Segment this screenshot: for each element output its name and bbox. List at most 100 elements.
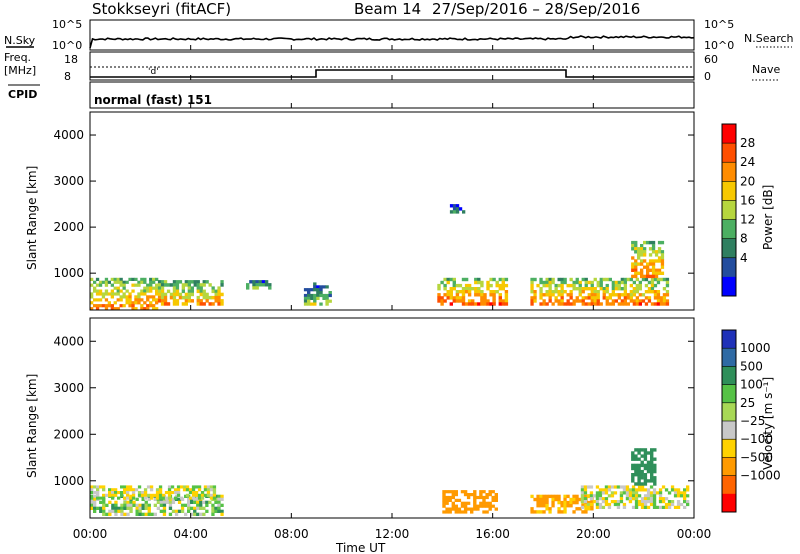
velocity-cell [634,457,638,461]
velocity-cell [196,506,200,510]
power-cell [455,299,460,303]
power-cell [464,290,469,294]
freq-label-line2: [MHz] [4,64,36,77]
power-cell [452,207,457,211]
velocity-cell [650,466,654,471]
velocity-cell [164,496,169,500]
velocity-cell [212,491,217,495]
velocity-cell [463,490,468,494]
power-cell [665,283,670,288]
velocity-cell [592,500,597,504]
power-cell [569,283,573,288]
power-cell [653,296,658,300]
velocity-cell [460,510,465,514]
velocity-cell [208,500,212,504]
power-cell [593,299,597,303]
velocity-cell [108,509,112,513]
power-cell [504,290,509,294]
velocity-cell [158,488,163,492]
velocity-cell [560,504,564,508]
power-cell [646,265,650,269]
power-cell [175,283,180,287]
velocity-cell [146,493,151,497]
velocity-cell [135,497,139,501]
velocity-cell [123,503,127,507]
power-cell [175,280,180,284]
velocity-cell [117,506,121,510]
velocity-cell [220,509,224,513]
velocity-cell [664,497,669,501]
velocity-cell [111,493,115,497]
power-cell [196,286,200,290]
velocity-cell [551,500,555,505]
velocity-colorbar-swatch [722,402,736,422]
velocity-cell [448,495,452,500]
power-cell [656,277,661,282]
velocity-cell [652,500,657,504]
power-cell [593,277,597,282]
velocity-cell [533,497,537,502]
velocity-cell [653,479,657,483]
velocity-cell [610,500,615,504]
power-cell [178,295,183,300]
power-cell [641,293,646,297]
power-cell [252,280,256,284]
power-cell [452,280,456,285]
power-cell [214,295,218,300]
velocity-cell [686,500,690,504]
velocity-cell [631,497,636,501]
power-cell [530,290,534,294]
power-cell [620,280,624,285]
velocity-cell [171,497,176,501]
power-cell [563,302,567,306]
power-cell [662,287,667,291]
power-cell [498,302,502,306]
power-colorbar-tick-label: 28 [740,136,755,150]
velocity-cell [637,500,642,504]
velocity-cell [670,500,675,504]
power-cell [175,289,180,294]
velocity-cell [90,494,94,498]
velocity-cell [548,494,552,499]
power-cell [169,295,174,300]
velocity-colorbar-tick-label: −1000 [740,469,781,483]
power-cell [644,296,649,300]
power-cell [325,293,329,298]
velocity-cell [149,488,154,492]
velocity-cell [658,505,663,509]
power-cell [93,280,97,284]
power-cell [660,271,665,275]
velocity-cell [575,507,579,511]
freq-annotation: 'd' [148,67,159,77]
power-cell [190,286,194,290]
power-cell [452,210,457,214]
power-cell [581,290,585,294]
power-patch [437,277,509,306]
velocity-colorbar-swatch [722,421,736,440]
power-cell [155,307,159,311]
velocity-cell [220,494,224,498]
power-cell [632,287,636,291]
velocity-cell [667,491,672,495]
velocity-cell [479,493,483,497]
velocity-cell [667,502,672,507]
power-cell [611,299,615,303]
power-cell [307,288,311,292]
velocity-cell [476,504,480,508]
power-cell [202,283,206,287]
power-cell [184,283,188,287]
power-cell [590,287,594,291]
velocity-colorbar-swatch [722,493,736,513]
power-cell [152,304,156,308]
power-cell [644,302,649,306]
velocity-cell [90,485,94,489]
power-cell [467,302,472,306]
power-cell [325,285,329,289]
power-cell [461,293,466,297]
cpid-label: CPID [8,88,37,101]
power-cell [657,240,662,245]
power-cell [152,307,156,311]
power-cell [539,296,543,300]
power-cell [626,296,630,300]
